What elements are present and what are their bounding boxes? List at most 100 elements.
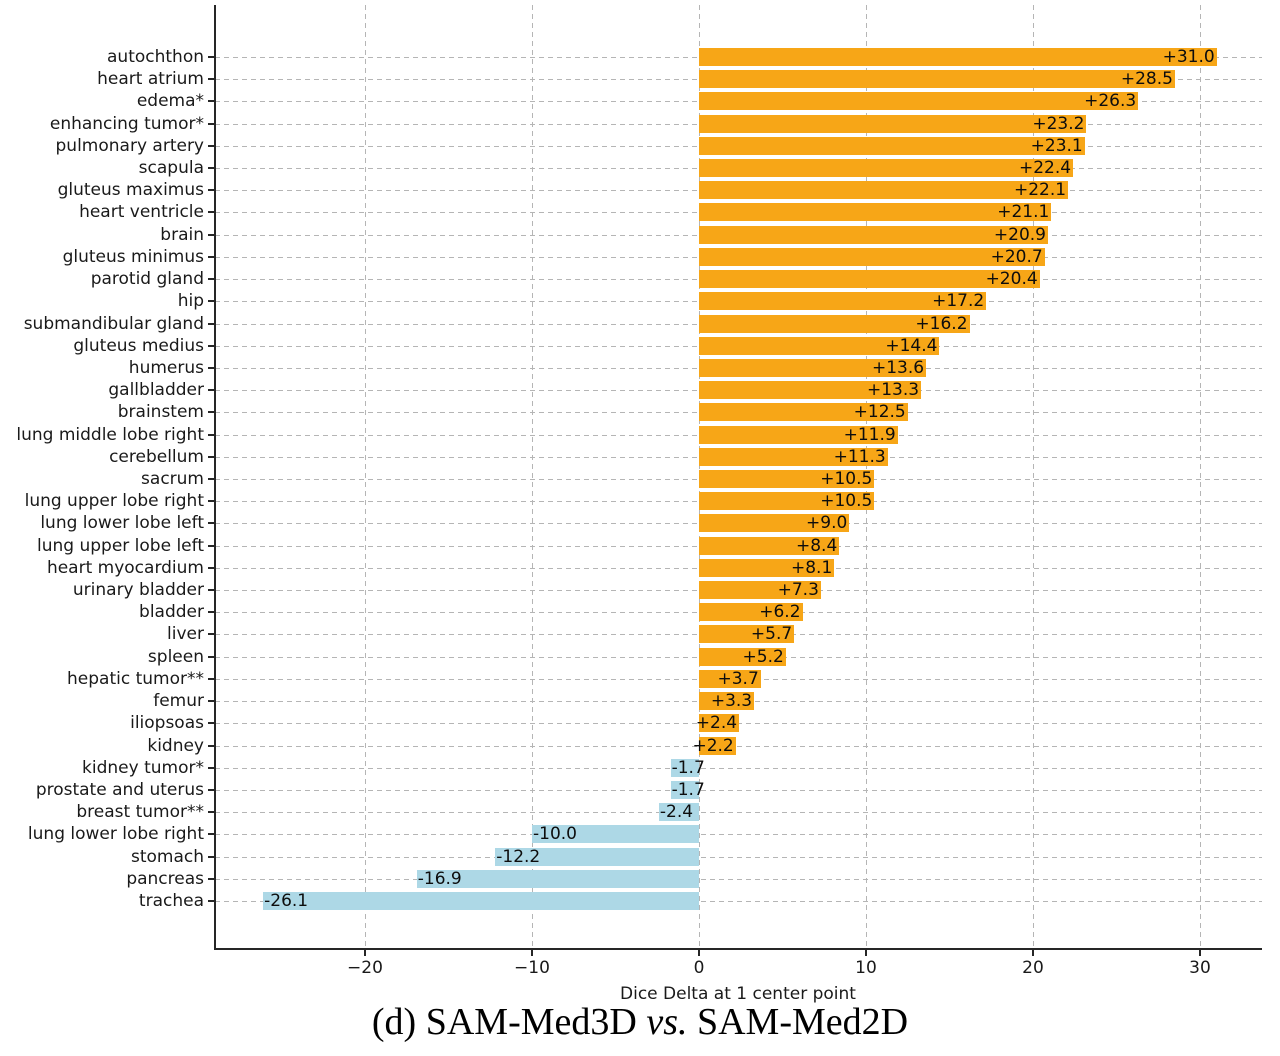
y-axis-label: lung middle lobe right [16,424,204,445]
bar-value-label: +17.2 [932,291,985,312]
positive-bar [699,647,786,666]
negative-bar [495,847,699,866]
positive-bar [699,514,850,533]
y-tick-mark [208,211,214,214]
positive-bar [699,736,736,755]
positive-bar [699,381,922,400]
bar-value-label: +11.3 [833,446,886,467]
y-tick-mark [208,877,214,880]
y-axis-label: cerebellum [109,446,204,467]
y-tick-mark [208,411,214,414]
y-axis-line [214,5,216,950]
positive-bar [699,114,1087,133]
x-tick-label: 20 [1022,958,1044,978]
x-tick-label: 30 [1189,958,1211,978]
bar-value-label: +8.4 [795,535,838,556]
bar-value-label: +11.9 [843,424,896,445]
bar-value-label: +20.7 [990,246,1043,267]
y-tick-mark [208,899,214,902]
y-tick-mark [208,56,214,58]
y-axis-label: lung lower lobe right [27,824,204,845]
x-axis-line [214,948,1262,950]
y-axis-label: trachea [138,890,204,911]
y-axis-label: kidney tumor* [82,757,204,778]
bar-value-label: +21.1 [997,202,1050,223]
positive-bar [699,558,835,577]
y-tick-mark [208,344,214,347]
x-axis-title: Dice Delta at 1 center point [620,984,856,1004]
vertical-gridline [365,5,366,948]
y-tick-mark [208,788,214,791]
y-axis-label: humerus [128,357,204,378]
y-axis-label: breast tumor** [76,802,204,823]
positive-bar [699,336,940,355]
positive-bar [699,358,927,377]
bar-value-label: +10.5 [820,468,873,489]
x-tick-label: −10 [514,958,550,978]
y-tick-mark [208,589,214,592]
positive-bar [699,314,970,333]
y-axis-label: edema* [136,91,204,112]
negative-bar [263,891,699,910]
bar-value-label: +28.5 [1120,69,1173,90]
y-axis-label: autochthon [107,47,204,67]
y-axis-label: lung lower lobe left [40,513,204,534]
bar-value-label: +23.1 [1030,135,1083,156]
y-axis-label: heart atrium [97,69,204,90]
y-axis-label: heart myocardium [46,557,204,578]
y-axis-label: gluteus medius [73,335,204,356]
negative-bar [658,803,699,822]
positive-bar [699,136,1085,155]
y-axis-label: pulmonary artery [55,135,204,156]
vertical-gridline [1200,5,1201,948]
bar-value-label: +2.2 [692,735,734,756]
y-tick-mark [208,255,214,258]
x-tick-label: −20 [347,958,383,978]
bar-value-label: +22.1 [1013,180,1067,201]
y-tick-mark [208,611,214,614]
bar-value-label: +2.4 [695,713,738,734]
y-tick-mark [208,122,214,125]
positive-bar [699,159,1074,178]
y-tick-mark [208,655,214,658]
negative-bar [670,780,699,799]
negative-bar [416,869,699,888]
y-axis-label: urinary bladder [72,580,204,601]
positive-bar [699,625,795,644]
x-tick-label: 10 [855,958,877,978]
positive-bar [699,247,1045,266]
bar-value-label: -16.9 [417,868,462,889]
y-tick-mark [208,744,214,747]
positive-bar [699,492,875,511]
bar-value-label: +26.3 [1084,91,1137,112]
bar-value-label: +12.5 [853,402,906,423]
y-axis-label: brain [160,224,204,245]
positive-bar [699,225,1049,244]
y-tick-mark [208,700,214,703]
y-axis-label: spleen [147,646,204,667]
bar-value-label: +20.4 [985,269,1038,290]
y-tick-mark [208,522,214,525]
bar-value-label: +20.9 [993,224,1047,245]
y-axis-label: submandibular gland [23,313,204,334]
y-axis-label: heart ventricle [79,202,204,223]
y-tick-mark [208,389,214,392]
y-tick-mark [208,633,214,636]
y-axis-label: kidney [147,735,204,756]
y-axis-label: prostate and uterus [35,779,204,800]
bar-value-label: -2.4 [659,802,694,823]
positive-bar [699,581,821,600]
y-axis-label: bladder [139,602,204,623]
bar-value-label: -1.7 [671,779,705,800]
y-tick-mark [208,677,214,680]
bar-value-label: +23.2 [1032,113,1085,134]
positive-bar [699,48,1217,66]
positive-bar [699,536,840,555]
positive-bar [699,692,755,711]
y-tick-mark [208,766,214,769]
caption-suffix: SAM-Med2D [687,1001,909,1043]
bar-value-label: +8.1 [790,557,833,578]
y-axis-label: hepatic tumor** [67,668,204,689]
y-tick-mark [208,811,214,814]
positive-bar [699,181,1069,200]
